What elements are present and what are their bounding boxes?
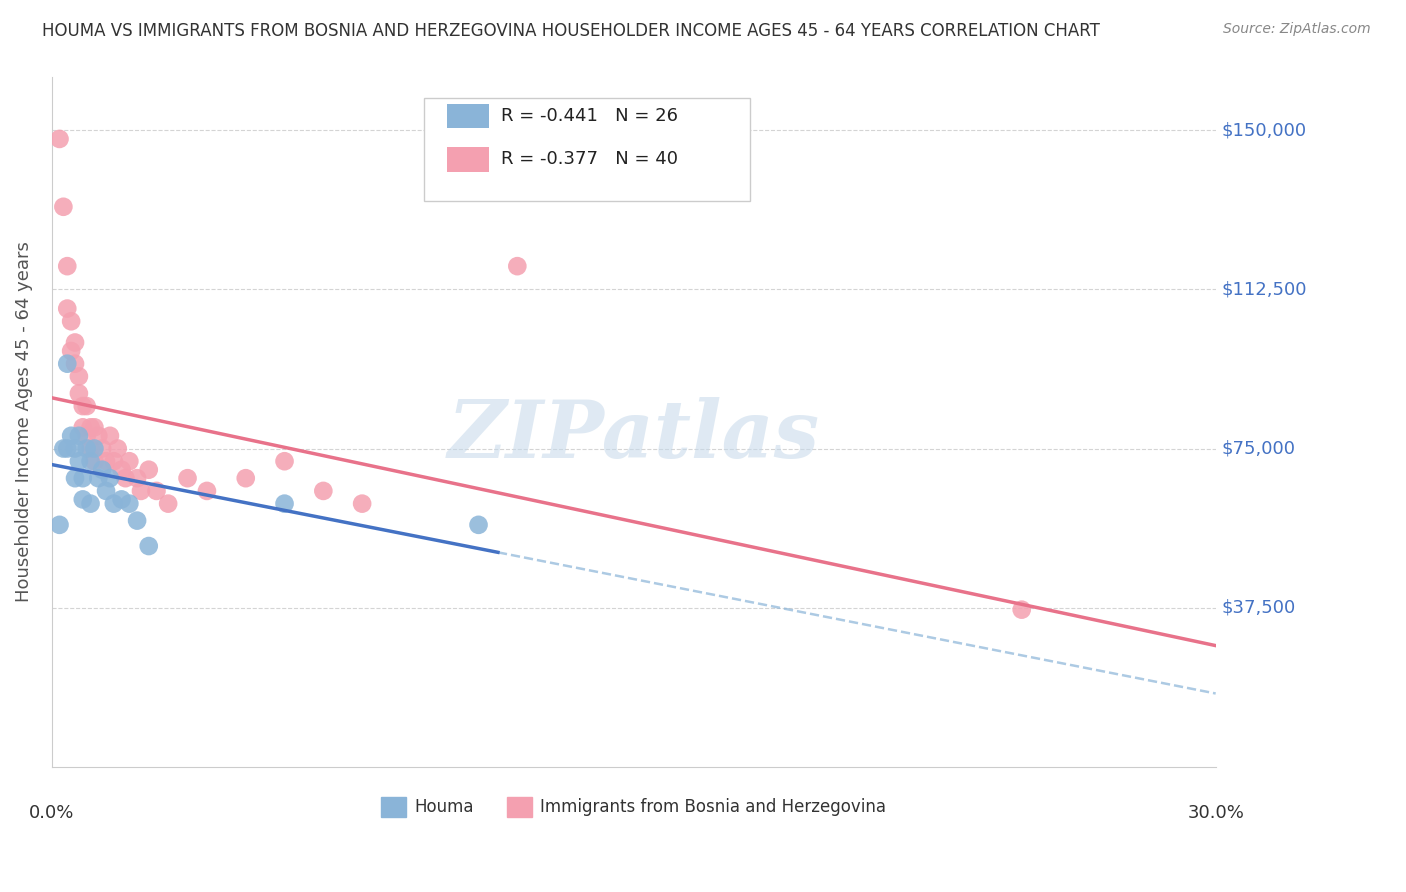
Point — [72, 492, 94, 507]
Point — [76, 399, 98, 413]
Point — [467, 517, 489, 532]
Point — [67, 429, 90, 443]
Point — [118, 497, 141, 511]
Point — [138, 539, 160, 553]
Point — [91, 442, 114, 456]
Point — [94, 483, 117, 498]
Point — [114, 471, 136, 485]
Point — [273, 497, 295, 511]
Text: $150,000: $150,000 — [1222, 121, 1306, 139]
Point — [72, 399, 94, 413]
Point — [60, 429, 83, 443]
Point — [67, 369, 90, 384]
Text: $75,000: $75,000 — [1222, 440, 1295, 458]
Text: 30.0%: 30.0% — [1187, 805, 1244, 822]
Text: R = -0.377   N = 40: R = -0.377 N = 40 — [501, 151, 678, 169]
FancyBboxPatch shape — [447, 147, 489, 172]
Point — [91, 463, 114, 477]
Point — [48, 517, 70, 532]
Point — [118, 454, 141, 468]
Point — [506, 259, 529, 273]
Point — [83, 420, 105, 434]
Point — [273, 454, 295, 468]
Point — [87, 429, 110, 443]
Point — [83, 454, 105, 468]
Point — [127, 514, 149, 528]
Point — [67, 454, 90, 468]
Point — [107, 442, 129, 456]
Point — [63, 357, 86, 371]
Point — [67, 386, 90, 401]
Point — [72, 471, 94, 485]
Point — [87, 471, 110, 485]
Text: 0.0%: 0.0% — [30, 805, 75, 822]
Point — [103, 454, 125, 468]
Point — [52, 200, 75, 214]
FancyBboxPatch shape — [425, 98, 751, 202]
Point — [110, 492, 132, 507]
FancyBboxPatch shape — [447, 103, 489, 128]
Text: HOUMA VS IMMIGRANTS FROM BOSNIA AND HERZEGOVINA HOUSEHOLDER INCOME AGES 45 - 64 : HOUMA VS IMMIGRANTS FROM BOSNIA AND HERZ… — [42, 22, 1099, 40]
Point — [145, 483, 167, 498]
Point — [79, 442, 101, 456]
Point — [76, 429, 98, 443]
Point — [138, 463, 160, 477]
Point — [98, 429, 121, 443]
Y-axis label: Householder Income Ages 45 - 64 years: Householder Income Ages 45 - 64 years — [15, 242, 32, 602]
Point — [176, 471, 198, 485]
Point — [98, 471, 121, 485]
Point — [129, 483, 152, 498]
Point — [63, 335, 86, 350]
Point — [60, 314, 83, 328]
Point — [1011, 602, 1033, 616]
Point — [103, 497, 125, 511]
Point — [235, 471, 257, 485]
Point — [83, 442, 105, 456]
Point — [56, 442, 79, 456]
Point — [352, 497, 374, 511]
Legend: Houma, Immigrants from Bosnia and Herzegovina: Houma, Immigrants from Bosnia and Herzeg… — [374, 790, 893, 823]
Point — [56, 357, 79, 371]
Point — [52, 442, 75, 456]
Text: ZIPatlas: ZIPatlas — [447, 397, 820, 475]
Point — [79, 454, 101, 468]
Point — [110, 463, 132, 477]
Point — [79, 497, 101, 511]
Point — [60, 343, 83, 358]
Point — [127, 471, 149, 485]
Point — [157, 497, 180, 511]
Text: R = -0.441   N = 26: R = -0.441 N = 26 — [501, 107, 678, 125]
Point — [63, 471, 86, 485]
Text: $37,500: $37,500 — [1222, 599, 1296, 616]
Point — [76, 442, 98, 456]
Point — [94, 454, 117, 468]
Point — [48, 132, 70, 146]
Point — [56, 301, 79, 316]
Point — [79, 420, 101, 434]
Point — [56, 259, 79, 273]
Text: $112,500: $112,500 — [1222, 280, 1308, 299]
Point — [72, 420, 94, 434]
Point — [312, 483, 335, 498]
Point — [195, 483, 218, 498]
Point — [63, 442, 86, 456]
Text: Source: ZipAtlas.com: Source: ZipAtlas.com — [1223, 22, 1371, 37]
